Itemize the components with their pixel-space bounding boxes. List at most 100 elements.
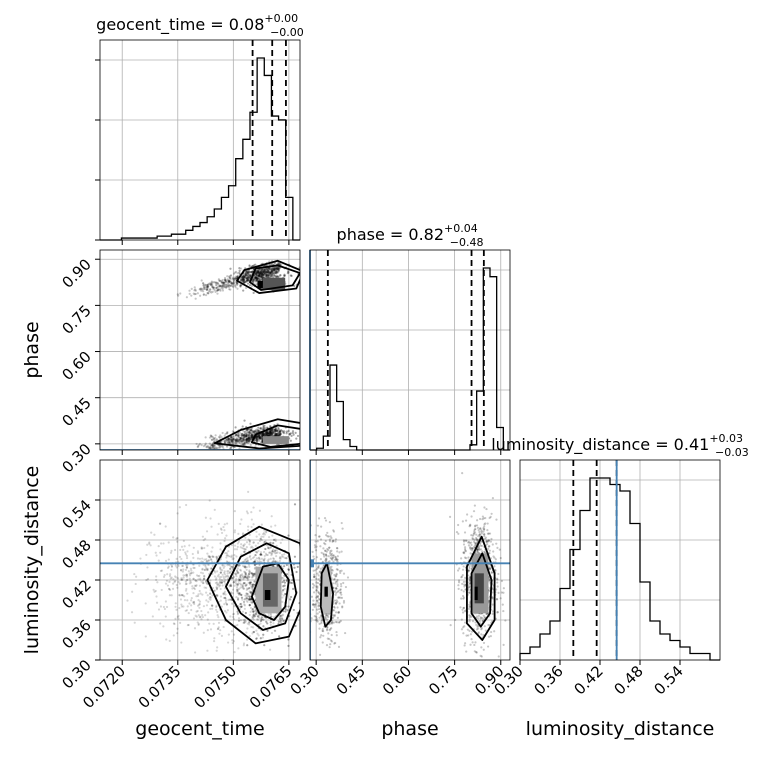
sample-point — [206, 618, 209, 621]
sample-point — [268, 267, 271, 270]
sample-point — [228, 280, 231, 283]
sample-point — [337, 596, 341, 599]
sample-point — [337, 596, 340, 599]
sample-point — [257, 434, 261, 437]
sample-point — [229, 438, 232, 441]
sample-point — [218, 279, 222, 282]
sample-point — [212, 622, 215, 625]
sample-point — [196, 292, 199, 295]
sample-point — [247, 276, 250, 279]
sample-point — [473, 545, 476, 548]
sample-point — [242, 276, 245, 279]
sample-point — [245, 272, 248, 275]
sample-point — [502, 591, 505, 594]
sample-point — [276, 429, 279, 432]
sample-point — [219, 445, 223, 448]
sample-point — [259, 275, 263, 278]
sample-point — [334, 556, 337, 559]
sample-point — [232, 438, 236, 441]
sample-point — [264, 270, 268, 273]
sample-point — [242, 577, 245, 580]
sample-point — [255, 276, 258, 279]
sample-point — [248, 587, 251, 590]
sample-point — [278, 434, 281, 437]
sample-point — [249, 270, 253, 274]
sample-point — [248, 603, 251, 607]
sample-point — [211, 443, 214, 446]
sample-point — [270, 273, 273, 276]
sample-point — [259, 278, 262, 281]
sample-point — [457, 579, 461, 582]
sample-point — [241, 434, 245, 437]
sample-point — [283, 584, 286, 587]
panel-border — [99, 459, 301, 661]
sample-point — [225, 445, 229, 448]
sample-point — [325, 554, 328, 557]
sample-point — [263, 270, 266, 273]
sample-point — [273, 268, 276, 271]
sample-point — [290, 581, 293, 585]
sample-point — [268, 271, 271, 274]
sample-point — [177, 614, 180, 617]
sample-point — [245, 592, 248, 595]
sample-point — [279, 541, 282, 544]
sample-point — [479, 542, 482, 545]
sample-point — [252, 574, 256, 577]
sample-point — [336, 555, 339, 558]
sample-point — [239, 602, 242, 606]
sample-point — [260, 433, 263, 436]
sample-point — [233, 548, 237, 551]
sample-point — [215, 283, 218, 286]
sample-point — [254, 550, 257, 553]
sample-point — [274, 429, 277, 433]
sample-point — [321, 641, 324, 644]
sample-point — [219, 587, 222, 591]
sample-point — [267, 271, 270, 274]
sample-point — [245, 439, 248, 442]
sample-point — [488, 549, 491, 552]
sample-point — [457, 587, 460, 591]
sample-point — [252, 613, 256, 616]
sample-point — [231, 281, 234, 285]
sample-point — [475, 538, 478, 542]
sample-point — [252, 614, 255, 617]
sample-point — [180, 569, 183, 572]
sample-point — [237, 617, 241, 620]
sample-point — [172, 582, 175, 585]
sample-point — [313, 584, 316, 587]
sample-point — [289, 432, 292, 435]
sample-point — [278, 556, 282, 559]
sample-point — [223, 441, 227, 444]
sample-point — [199, 577, 202, 580]
sample-point — [232, 557, 235, 560]
sample-point — [277, 428, 280, 431]
sample-point — [248, 434, 251, 437]
sample-point — [215, 605, 218, 609]
sample-point — [319, 558, 322, 561]
sample-point — [241, 610, 245, 613]
sample-point — [246, 277, 249, 280]
pair-panel-geocent_time-luminosity_distance — [95, 459, 301, 665]
sample-point — [186, 605, 189, 608]
sample-point — [218, 584, 222, 587]
sample-point — [181, 578, 184, 581]
sample-point — [262, 268, 265, 271]
sample-point — [206, 649, 209, 652]
sample-point — [255, 637, 259, 640]
sample-point — [261, 278, 264, 281]
sample-point — [217, 616, 220, 619]
sample-point — [215, 284, 218, 287]
sample-point — [327, 548, 330, 552]
sample-point — [267, 434, 270, 437]
sample-point — [216, 575, 219, 578]
sample-point — [319, 538, 323, 541]
sample-point — [275, 268, 278, 271]
sample-point — [464, 550, 467, 553]
sample-point — [190, 608, 193, 612]
sample-point — [461, 608, 464, 611]
sample-point — [244, 275, 247, 278]
sample-point — [227, 439, 230, 442]
sample-point — [318, 610, 321, 614]
sample-point — [462, 596, 465, 599]
sample-point — [200, 547, 203, 550]
